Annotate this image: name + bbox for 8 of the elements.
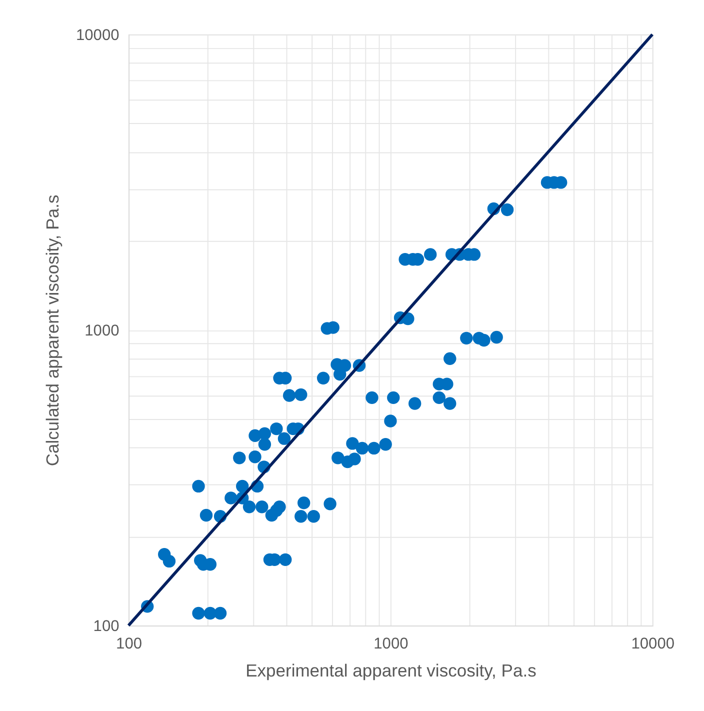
x-tick-label: 1000 (374, 635, 409, 652)
x-tick-label: 100 (116, 635, 142, 652)
y-axis-title: Calculated apparent viscosity, Pa.s (42, 194, 62, 466)
x-tick-label: 10000 (631, 635, 675, 652)
y-tick-label: 100 (93, 618, 120, 635)
x-axis-title: Experimental apparent viscosity, Pa.s (246, 660, 537, 681)
y-tick-label: 1000 (84, 322, 120, 340)
y-tick-label: 10000 (76, 26, 120, 44)
